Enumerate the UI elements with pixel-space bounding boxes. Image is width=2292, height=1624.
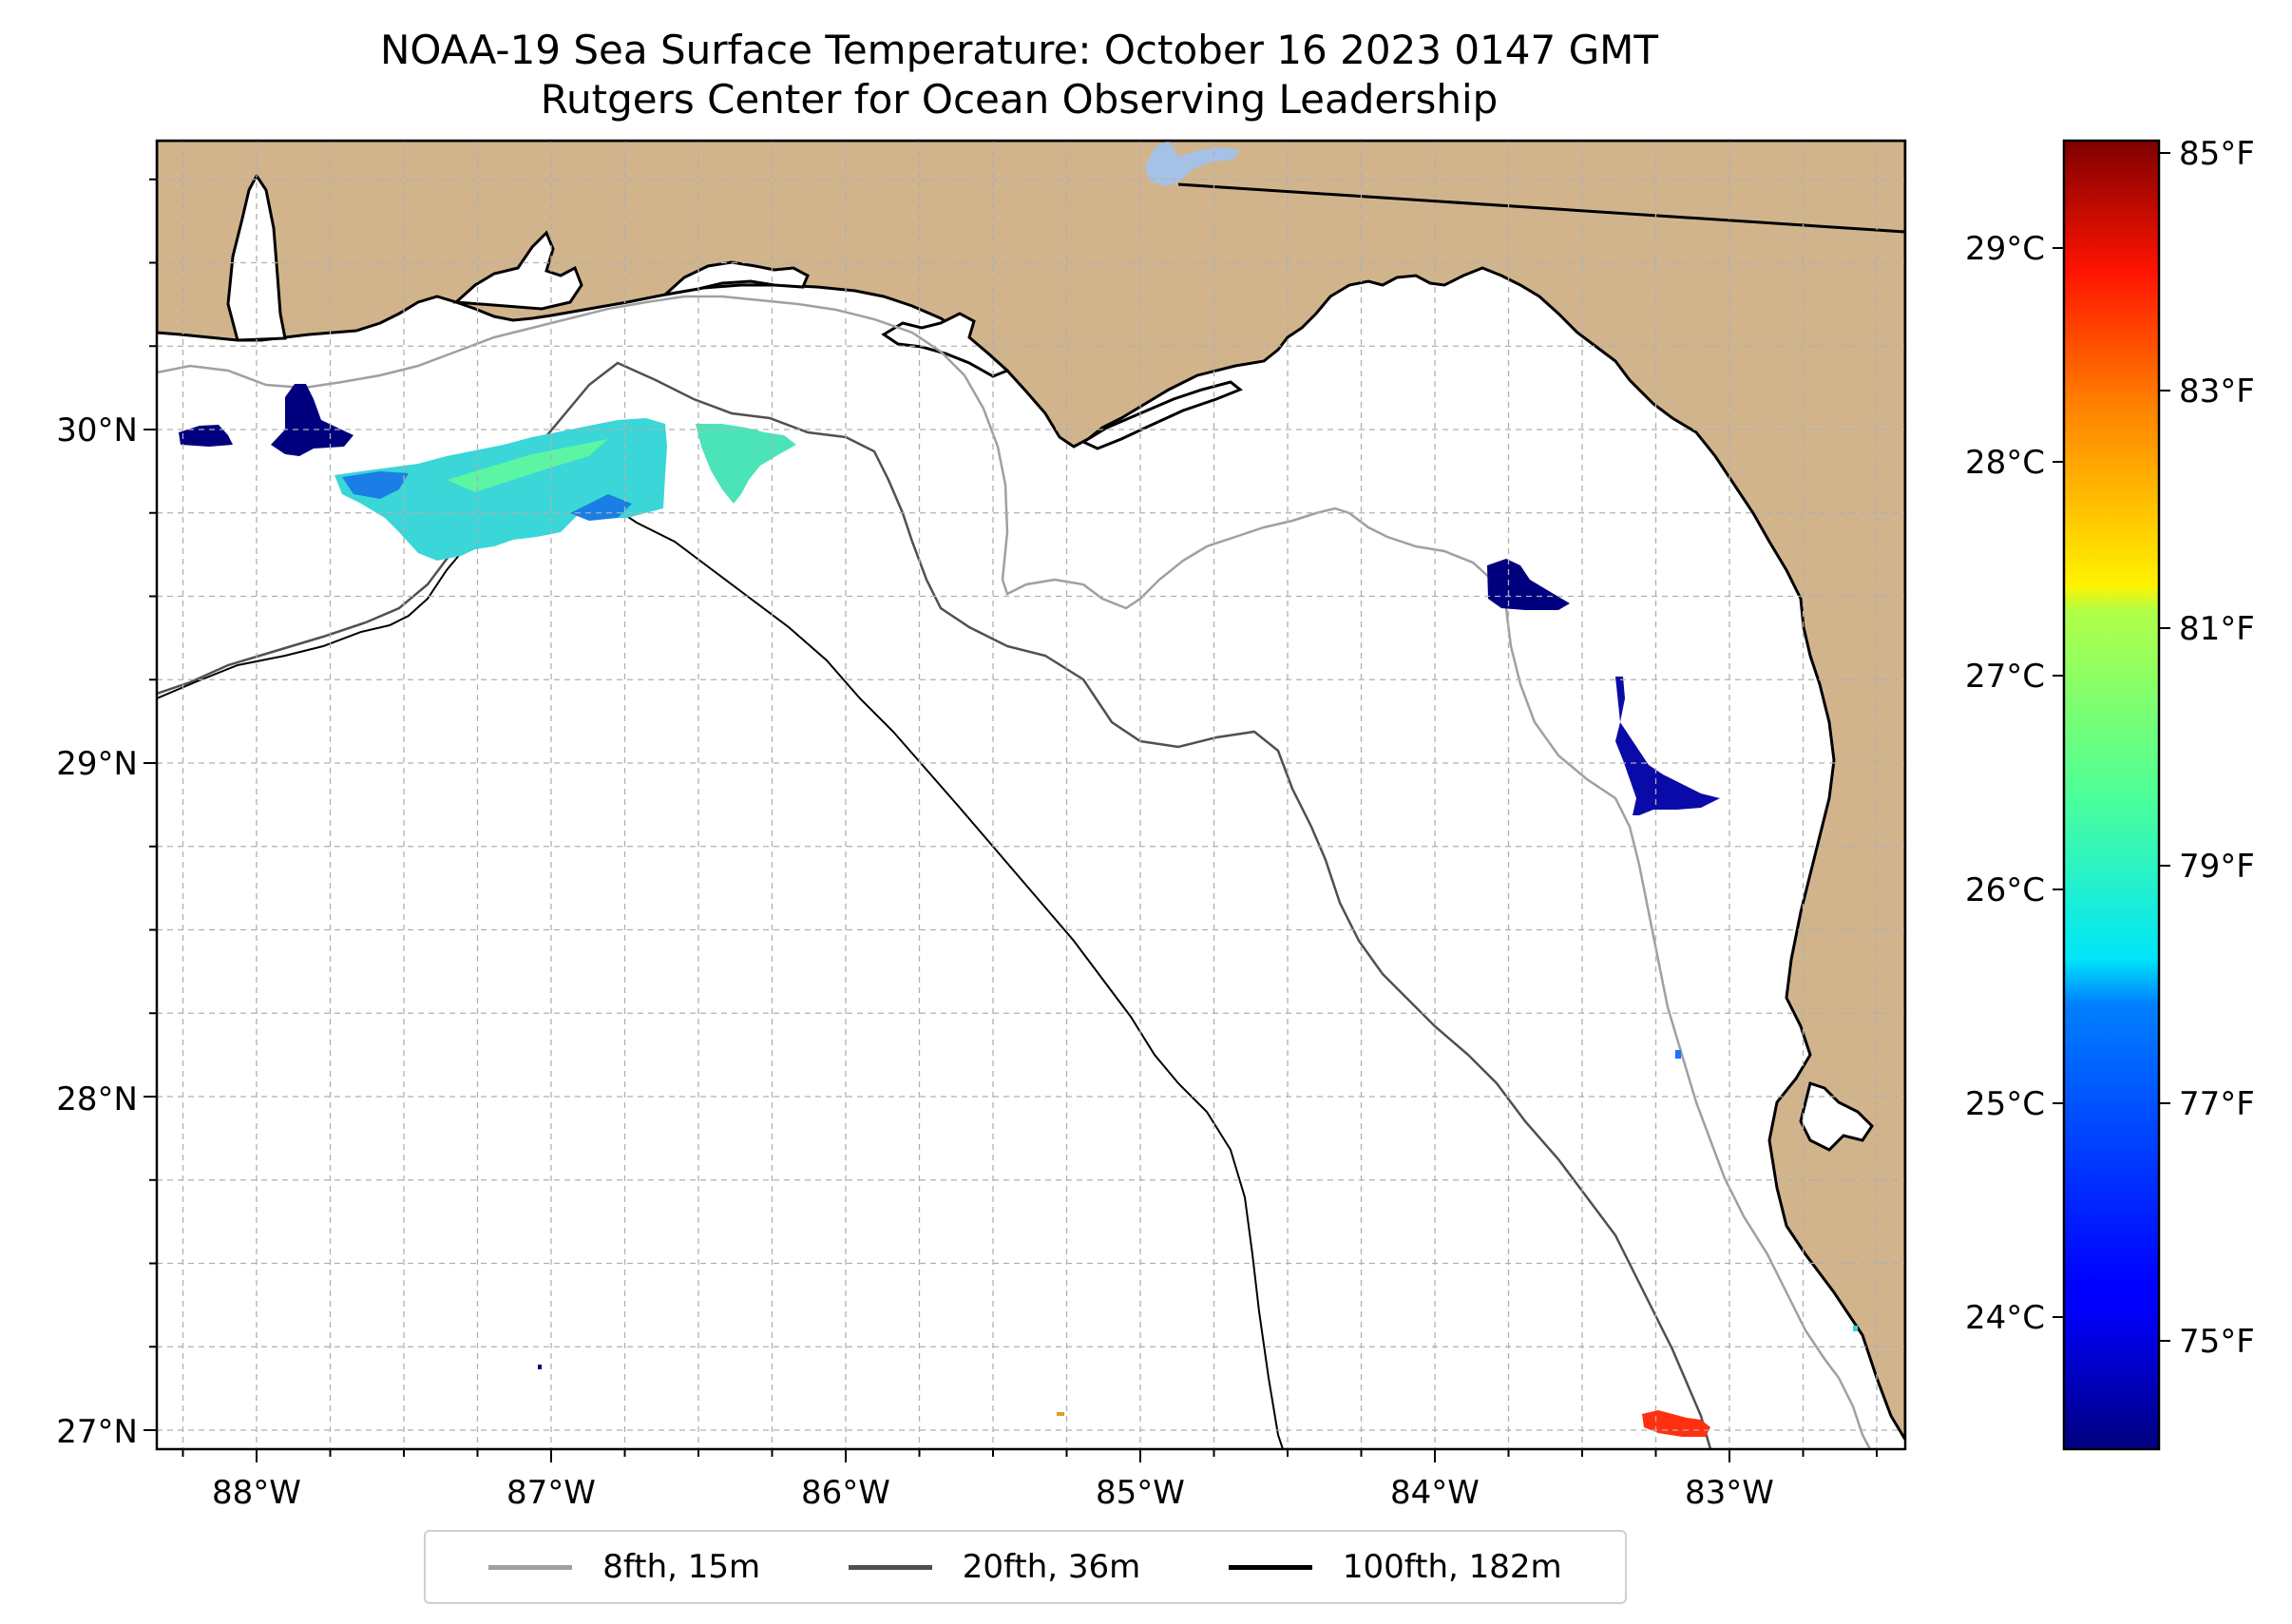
legend-swatch — [488, 1564, 573, 1570]
axis-ticks — [143, 178, 1878, 1462]
sst-cluster-navy-bigbend — [1487, 559, 1570, 610]
legend-item-8fth: 8fth, 15m — [488, 1548, 760, 1586]
chart-title: NOAA-19 Sea Surface Temperature: October… — [379, 27, 1659, 73]
map-layers — [157, 141, 1905, 1449]
legend-label: 100fth, 182m — [1342, 1548, 1562, 1586]
chart-subtitle: Rutgers Center for Ocean Observing Leade… — [540, 76, 1499, 123]
lon-tick-label: 83°W — [1685, 1474, 1774, 1512]
colorbar-celsius-label: 25°C — [1965, 1085, 2045, 1123]
legend-label: 20fth, 36m — [962, 1548, 1141, 1586]
land-mainland — [157, 141, 1905, 1442]
isobath-100fth — [157, 473, 1284, 1449]
legend-item-20fth: 20fth, 36m — [848, 1548, 1141, 1586]
sst-pixel — [538, 1365, 542, 1369]
map-frame — [155, 139, 1907, 1451]
colorbar — [2062, 139, 2161, 1451]
sst-pixel — [1675, 1050, 1681, 1059]
lat-tick-label: 27°N — [56, 1413, 138, 1451]
colorbar-fahrenheit-label: 83°F — [2179, 373, 2255, 411]
sst-cluster-warm-central — [696, 424, 796, 504]
sst-cluster-navy-mobile — [271, 384, 353, 456]
sst-pixel — [1057, 1412, 1064, 1416]
colorbar-fahrenheit-label: 85°F — [2179, 135, 2255, 173]
legend-item-100fth: 100fth, 182m — [1228, 1548, 1562, 1586]
sst-cluster-navy-cedarkey — [1615, 677, 1720, 815]
sst-cluster-navy-west — [179, 425, 233, 447]
sst-pixel — [1853, 1326, 1858, 1331]
isobath-8fth — [157, 295, 1872, 1449]
colorbar-fahrenheit-label: 75°F — [2179, 1323, 2255, 1361]
lat-tick-label: 29°N — [56, 745, 138, 783]
legend-swatch — [1228, 1564, 1312, 1570]
lon-tick-label: 86°W — [801, 1474, 890, 1512]
legend-swatch — [848, 1564, 932, 1570]
colorbar-fahrenheit-label: 77°F — [2179, 1085, 2255, 1123]
lon-tick-label: 87°W — [506, 1474, 596, 1512]
tampa-bay — [1799, 1081, 1874, 1152]
colorbar-celsius-label: 28°C — [1965, 444, 2045, 482]
lat-tick-label: 30°N — [56, 411, 138, 449]
isobath-legend: 8fth, 15m 20fth, 36m 100fth, 182m — [424, 1530, 1627, 1604]
gridlines — [157, 141, 1905, 1449]
colorbar-celsius-label: 27°C — [1965, 658, 2045, 696]
lat-tick-label: 28°N — [56, 1080, 138, 1118]
lon-tick-label: 84°W — [1390, 1474, 1480, 1512]
colorbar-celsius-label: 26°C — [1965, 871, 2045, 909]
colorbar-ticks — [2053, 152, 2170, 1342]
lon-tick-label: 88°W — [212, 1474, 301, 1512]
colorbar-fahrenheit-label: 79°F — [2179, 848, 2255, 886]
state-border — [1177, 182, 1905, 234]
lake — [1145, 141, 1240, 186]
legend-label: 8fth, 15m — [602, 1548, 761, 1586]
pensacola-bay — [452, 230, 583, 311]
colorbar-celsius-label: 29°C — [1965, 230, 2045, 268]
colorbar-celsius-label: 24°C — [1965, 1299, 2045, 1337]
colorbar-fahrenheit-label: 81°F — [2179, 610, 2255, 648]
lon-tick-label: 85°W — [1096, 1474, 1185, 1512]
sst-cluster-warm-west-core — [342, 471, 632, 521]
st-andrew-bay — [881, 312, 1010, 378]
sst-cluster-warm-west-light — [447, 439, 608, 492]
